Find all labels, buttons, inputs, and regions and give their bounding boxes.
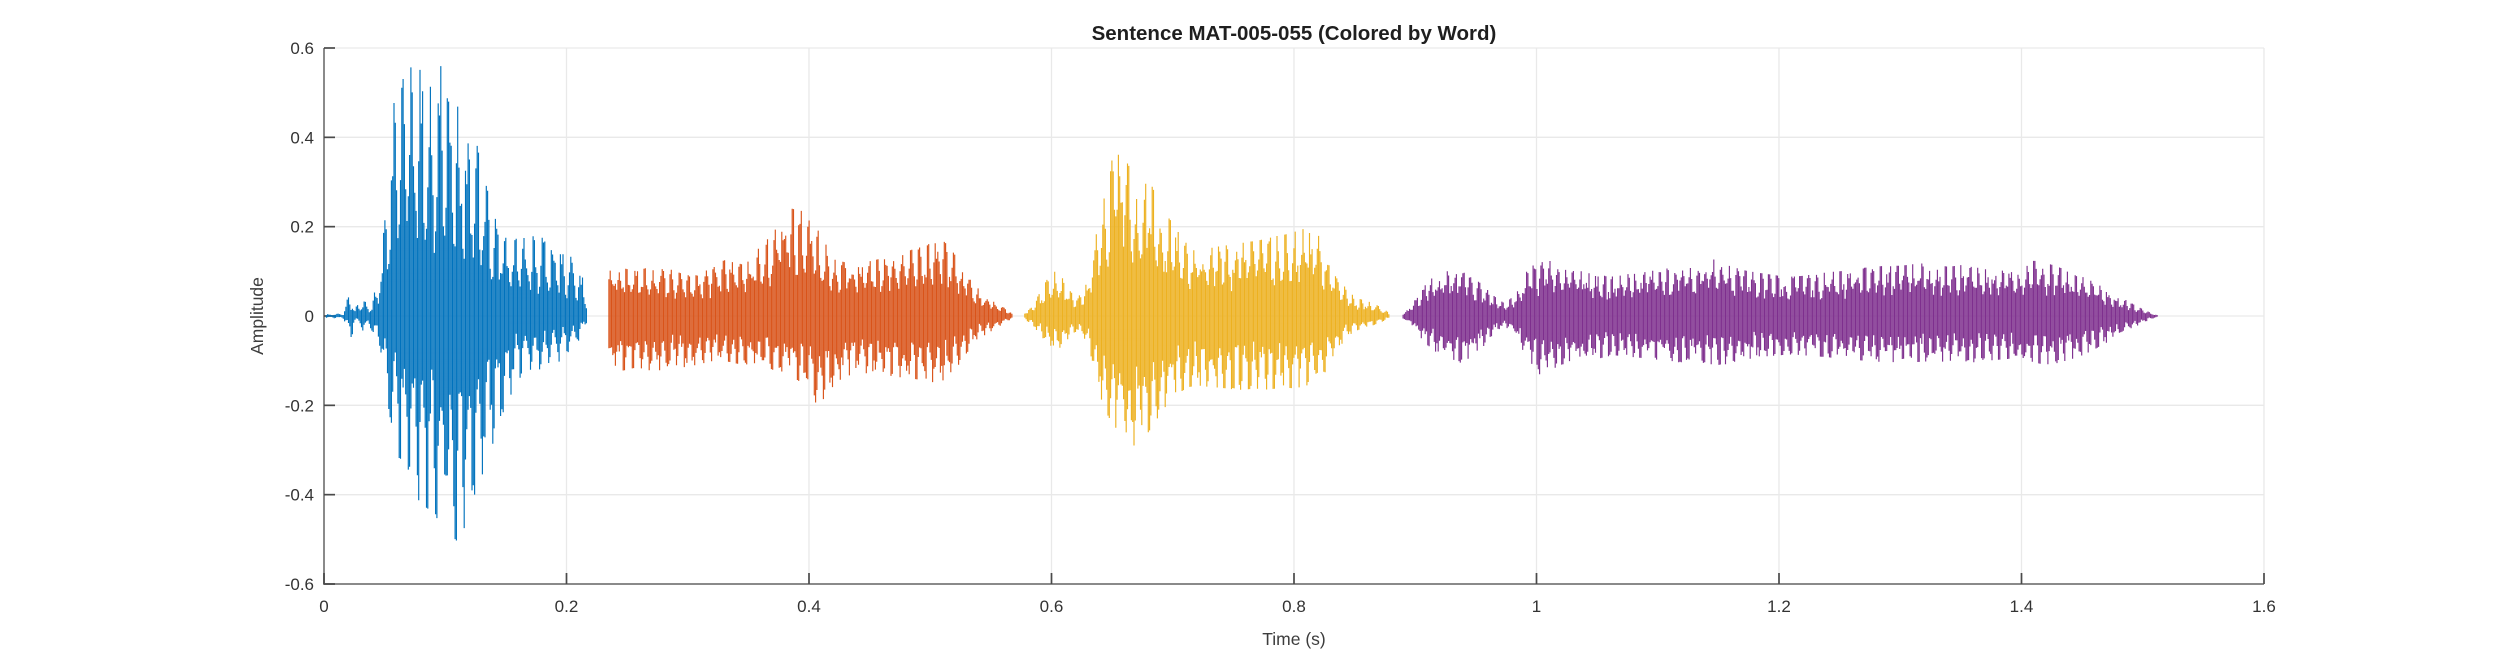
y-tick-label: -0.2	[285, 396, 314, 415]
x-tick-label: 0.2	[555, 597, 579, 616]
y-tick-label: 0.2	[290, 218, 314, 237]
y-tick-label: -0.4	[285, 486, 314, 505]
waveform-layer	[325, 66, 2158, 541]
y-tick-label: 0.6	[290, 39, 314, 58]
x-tick-label: 1	[1532, 597, 1541, 616]
waveform-word-4	[1402, 259, 2158, 375]
x-tick-label: 1.2	[1767, 597, 1791, 616]
tick-label-layer: 0 0.2 0.4 0.6 0.8 1 1.2 1.4 1.6 -0.6 -0.4 -0.2 0 0.2 0…	[285, 39, 2276, 616]
x-tick-label: 1.6	[2252, 597, 2276, 616]
chart-title: Sentence MAT-005-055 (Colored by Word)	[1092, 22, 1497, 45]
x-tick-label: 0.6	[1040, 597, 1064, 616]
waveform-word-2	[608, 208, 1013, 403]
waveform-word-1	[325, 66, 587, 541]
x-axis-label: Time (s)	[1262, 629, 1326, 649]
x-tick-label: 0	[319, 597, 328, 616]
x-tick-label: 1.4	[2010, 597, 2034, 616]
x-tick-label: 0.4	[797, 597, 821, 616]
y-tick-label: 0	[305, 307, 314, 326]
y-tick-label: 0.4	[290, 128, 314, 147]
x-tick-label: 0.8	[1282, 597, 1306, 616]
y-axis-label: Amplitude	[247, 277, 267, 355]
y-tick-label: -0.6	[285, 575, 314, 594]
waveform-word-3	[1024, 154, 1390, 446]
axis-layer	[323, 47, 2265, 585]
